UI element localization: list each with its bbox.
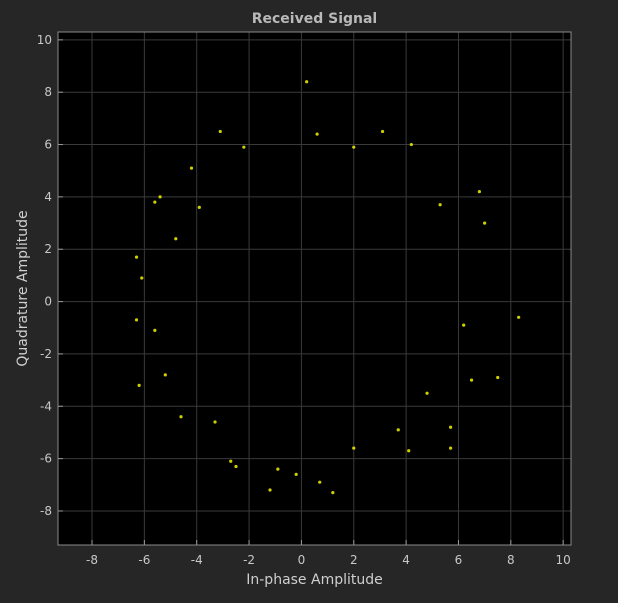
data-point (469, 378, 474, 382)
data-point (315, 132, 319, 136)
data-point (229, 459, 233, 463)
x-tick-label: 8 (507, 553, 515, 567)
axis-ticks: -8 -6 -4 -2 0 2 4 6 8 10 -8 -6 -4 -2 0 2 4 6 8 10 (37, 33, 571, 567)
x-tick-label: 10 (556, 553, 571, 567)
grid (58, 32, 571, 545)
x-tick-label: -2 (243, 553, 255, 567)
data-point (197, 205, 201, 209)
plot-frame (57, 31, 572, 546)
x-tick-label: -4 (191, 553, 203, 567)
data-point (477, 190, 481, 194)
y-tick-label: -2 (40, 347, 52, 361)
data-point (517, 315, 521, 319)
data-point (496, 375, 500, 380)
data-point (380, 129, 385, 134)
data-point (305, 80, 309, 84)
data-point (352, 446, 356, 450)
data-point (407, 449, 411, 453)
data-point (158, 195, 162, 199)
y-tick-label: 0 (44, 295, 52, 309)
data-point (213, 420, 217, 424)
data-point (396, 428, 400, 432)
data-point (409, 142, 413, 147)
data-point (174, 237, 178, 241)
data-point (134, 318, 139, 322)
data-point (242, 145, 246, 149)
data-point (449, 425, 453, 429)
y-axis-label: Quadrature Amplitude (15, 210, 31, 366)
data-point (425, 391, 429, 395)
plot-area (58, 32, 571, 545)
data-point (234, 464, 238, 469)
data-point (276, 467, 280, 471)
data-points (134, 80, 521, 495)
data-point (268, 488, 272, 492)
y-tick-label: -8 (40, 504, 52, 518)
data-point (153, 200, 157, 204)
data-point (179, 415, 183, 419)
y-tick-label: 8 (44, 85, 52, 99)
data-point (137, 383, 141, 387)
y-tick-label: 6 (44, 138, 52, 152)
data-point (318, 480, 322, 484)
data-point (438, 203, 442, 207)
data-point (140, 276, 144, 280)
y-tick-label: -6 (40, 452, 52, 466)
data-point (352, 145, 356, 149)
x-tick-label: 6 (455, 553, 463, 567)
y-tick-label: 2 (44, 242, 52, 256)
x-axis-label: In-phase Amplitude (246, 572, 383, 588)
chart-title: Received Signal (252, 11, 378, 27)
y-tick-label: -4 (40, 399, 52, 413)
x-tick-label: 4 (402, 553, 410, 567)
data-point (189, 166, 194, 170)
data-point (483, 221, 487, 225)
x-tick-label: -6 (138, 553, 150, 567)
x-tick-label: 2 (350, 553, 358, 567)
data-point (462, 323, 466, 327)
data-point (218, 129, 222, 134)
data-point (153, 328, 157, 332)
data-point (331, 491, 335, 495)
data-point (163, 373, 167, 377)
y-tick-label: 10 (37, 33, 52, 47)
y-tick-label: 4 (44, 190, 52, 204)
data-point (134, 255, 139, 259)
data-point (294, 472, 298, 476)
x-tick-label: 0 (298, 553, 306, 567)
data-point (449, 446, 453, 450)
x-tick-label: -8 (86, 553, 98, 567)
